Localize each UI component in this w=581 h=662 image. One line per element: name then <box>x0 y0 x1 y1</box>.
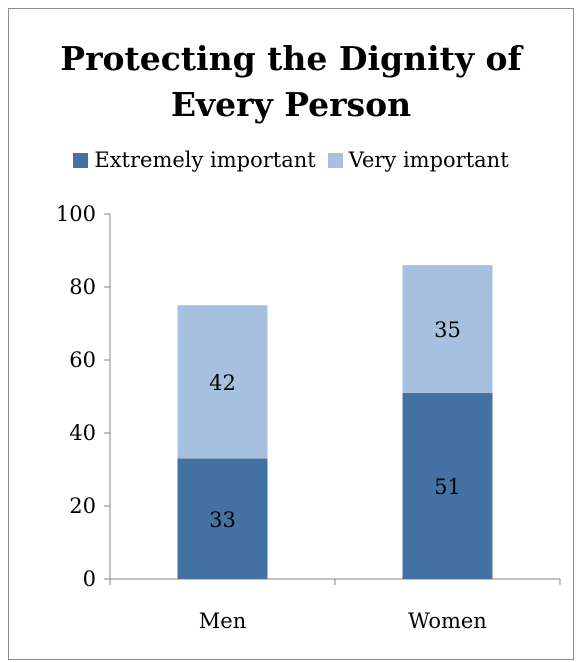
legend-label-very-important: Very important <box>348 148 509 172</box>
y-tick-label-60: 60 <box>69 348 96 372</box>
data-label-men-extremely-important: 33 <box>209 508 236 532</box>
data-label-men-very-important: 42 <box>209 371 236 395</box>
y-tick-label-0: 0 <box>83 567 96 591</box>
y-tick-label-20: 20 <box>69 494 96 518</box>
bar-women-extremely-important <box>402 392 493 579</box>
bar-men-extremely-important <box>177 458 268 579</box>
legend-item-very-important: Very important <box>327 148 509 172</box>
chart-legend: Extremely important Very important <box>8 148 574 172</box>
y-tick-label-100: 100 <box>56 202 96 226</box>
chart-title: Protecting the Dignity of Every Person <box>8 36 574 128</box>
bar-men-very-important <box>177 305 268 459</box>
y-tick-label-80: 80 <box>69 275 96 299</box>
data-label-women-extremely-important: 51 <box>434 475 461 499</box>
chart-title-line-2: Every Person <box>170 85 412 124</box>
x-category-label-men: Men <box>199 609 246 633</box>
bar-women-very-important <box>402 265 493 393</box>
legend-label-extremely-important: Extremely important <box>94 148 316 172</box>
data-label-women-very-important: 35 <box>434 318 461 342</box>
legend-swatch-very-important <box>327 152 343 168</box>
legend-item-extremely-important: Extremely important <box>73 148 316 172</box>
legend-swatch-extremely-important <box>73 152 89 168</box>
x-category-label-women: Women <box>408 609 487 633</box>
y-tick-label-40: 40 <box>69 421 96 445</box>
chart-title-line-1: Protecting the Dignity of <box>60 39 522 78</box>
